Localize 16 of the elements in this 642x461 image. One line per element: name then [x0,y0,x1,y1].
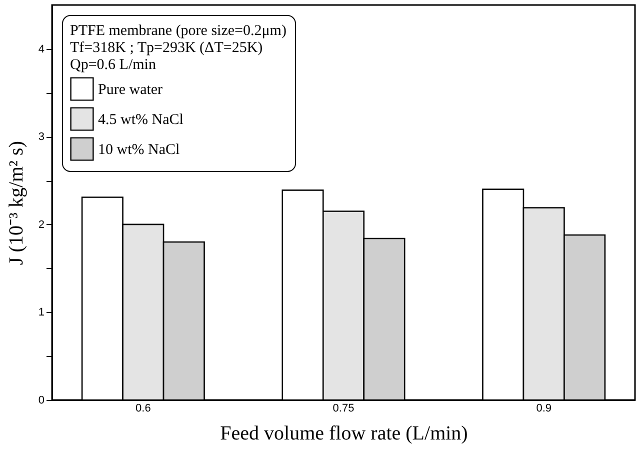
y-tick-label: 3 [38,131,44,144]
annotation: PTFE membrane (pore size=0.2μm) [70,23,286,39]
x-axis-title: Feed volume flow rate (L/min) [220,422,468,444]
x-tick-label: 0.75 [332,402,354,414]
x-tick-label: 0.9 [536,402,552,414]
annotation: Tf=318K ; Tp=293K (ΔT=25K) [70,40,263,56]
y-tick-label: 2 [38,218,44,231]
y-axis-title: J (10⁻³ kg/m² s) [5,141,28,265]
legend-label: Pure water [98,82,163,98]
y-tick-label: 4 [38,43,44,56]
y-tick-label: 0 [38,394,44,406]
legend-label: 4.5 wt% NaCl [98,112,184,128]
x-tick-label: 0.6 [136,402,151,414]
annotation: Qp=0.6 L/min [70,57,156,73]
y-tick-label: 1 [38,306,44,319]
legend-label: 10 wt% NaCl [98,142,180,158]
